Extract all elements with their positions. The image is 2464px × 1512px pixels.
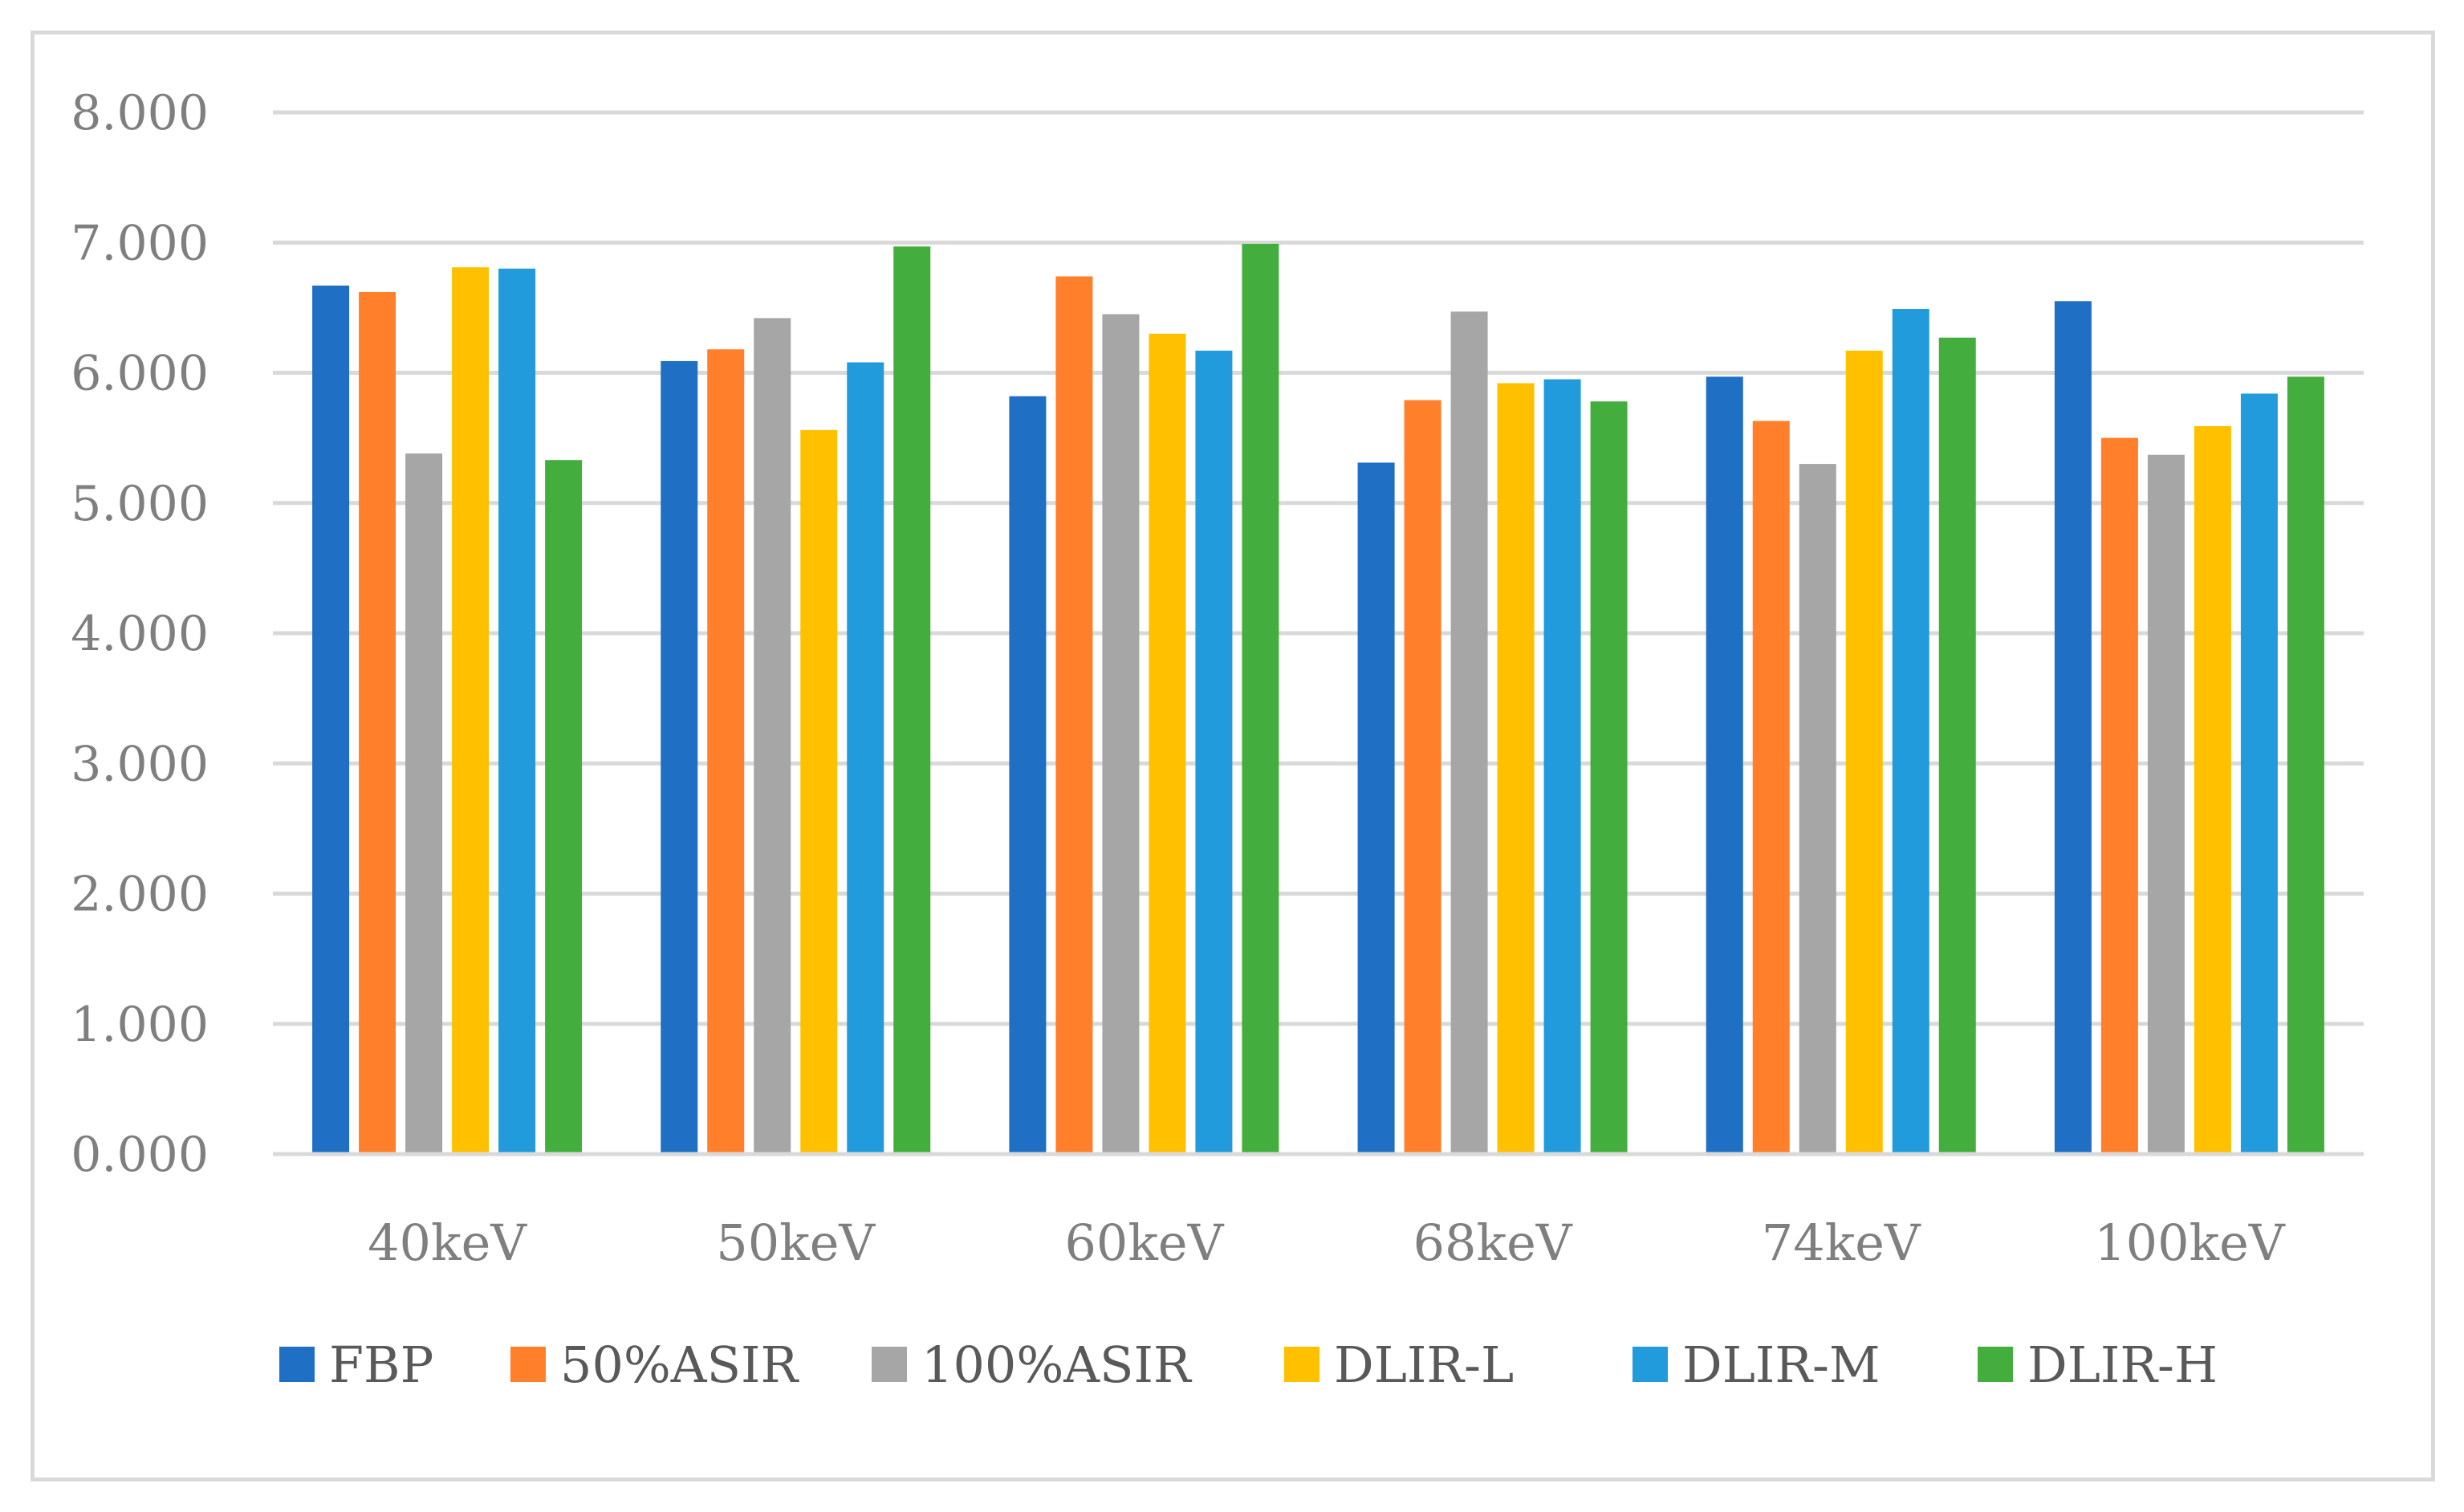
y-tick-label: 1.000 — [71, 997, 209, 1053]
legend-swatch — [872, 1347, 907, 1382]
legend-swatch — [510, 1347, 546, 1382]
x-axis-category-labels: 40keV 50keV 60keV 68keV 74keV 100keV — [368, 1213, 2286, 1272]
y-axis-tick-labels: 0.000 1.000 2.000 3.000 4.000 5.000 6.000 7.000… — [71, 85, 209, 1183]
y-tick-label: 3.000 — [71, 736, 209, 792]
bar-100-asir-60kev — [1102, 314, 1140, 1154]
bar-fbp-60kev — [1009, 396, 1047, 1155]
bar-dlir-h-50kev — [893, 246, 931, 1155]
y-tick-label: 0.000 — [71, 1127, 209, 1183]
bar-dlir-h-68kev — [1590, 401, 1628, 1154]
bar-dlir-l-60kev — [1149, 333, 1186, 1154]
bar-50-asir-50kev — [707, 349, 745, 1154]
x-category-label: 68keV — [1413, 1213, 1573, 1272]
bar-dlir-l-40kev — [452, 267, 490, 1154]
bar-100-asir-100kev — [2147, 454, 2185, 1154]
x-category-label: 40keV — [368, 1213, 527, 1272]
bar-100-asir-74kev — [1799, 464, 1836, 1154]
bar-100-asir-50kev — [754, 318, 791, 1155]
bar-50-asir-74kev — [1752, 421, 1790, 1154]
bar-dlir-m-40kev — [498, 268, 536, 1155]
bar-dlir-m-68kev — [1543, 379, 1581, 1154]
x-category-label: 74keV — [1762, 1213, 1921, 1272]
legend-label: DLIR-H — [2027, 1335, 2218, 1394]
bar-100-asir-68kev — [1450, 311, 1488, 1155]
legend-label: FBP — [329, 1335, 433, 1394]
bar-dlir-l-74kev — [1845, 350, 1883, 1155]
legend: FBP 50%ASIR 100%ASIR DLIR-L DLIR-M DLIR-H — [279, 1335, 2218, 1394]
x-category-label: 60keV — [1064, 1213, 1224, 1272]
bar-dlir-h-74kev — [1938, 337, 1976, 1154]
bar-dlir-h-60kev — [1242, 243, 1279, 1154]
bar-50-asir-60kev — [1055, 276, 1093, 1154]
legend-swatch — [1978, 1347, 2013, 1382]
y-tick-label: 4.000 — [71, 606, 209, 662]
bar-50-asir-68kev — [1404, 400, 1441, 1154]
y-tick-label: 8.000 — [71, 85, 209, 141]
bar-dlir-m-50kev — [847, 362, 884, 1154]
legend-label: DLIR-M — [1682, 1335, 1881, 1394]
legend-label: 100%ASIR — [921, 1335, 1193, 1394]
bar-fbp-50kev — [661, 360, 698, 1155]
bar-dlir-m-60kev — [1195, 350, 1233, 1155]
bar-dlir-l-50kev — [800, 429, 838, 1154]
y-tick-label: 2.000 — [71, 867, 209, 923]
bar-dlir-h-40kev — [545, 460, 583, 1154]
bar-fbp-100kev — [2054, 301, 2092, 1155]
legend-label: DLIR-L — [1334, 1335, 1514, 1394]
bar-fbp-40kev — [312, 285, 350, 1155]
bar-dlir-l-68kev — [1497, 383, 1535, 1155]
bar-fbp-68kev — [1357, 462, 1395, 1154]
bar-dlir-m-74kev — [1892, 308, 1929, 1154]
bar-50-asir-100kev — [2100, 437, 2138, 1154]
legend-swatch — [1284, 1347, 1319, 1382]
y-tick-label: 7.000 — [71, 215, 209, 271]
x-category-label: 50keV — [716, 1213, 876, 1272]
bar-dlir-l-100kev — [2194, 426, 2231, 1154]
bar-fbp-74kev — [1706, 376, 1743, 1154]
bar-dlir-h-100kev — [2287, 376, 2324, 1154]
bar-50-asir-40kev — [359, 291, 396, 1154]
gridlines — [273, 110, 2364, 1156]
y-tick-label: 6.000 — [71, 346, 209, 402]
legend-swatch — [279, 1347, 315, 1382]
y-tick-label: 5.000 — [71, 476, 209, 532]
bars — [273, 243, 2364, 1156]
bar-dlir-m-100kev — [2240, 393, 2278, 1155]
legend-label: 50%ASIR — [560, 1335, 800, 1394]
bar-100-asir-40kev — [405, 453, 443, 1154]
legend-swatch — [1633, 1347, 1668, 1382]
x-category-label: 100keV — [2094, 1213, 2286, 1272]
